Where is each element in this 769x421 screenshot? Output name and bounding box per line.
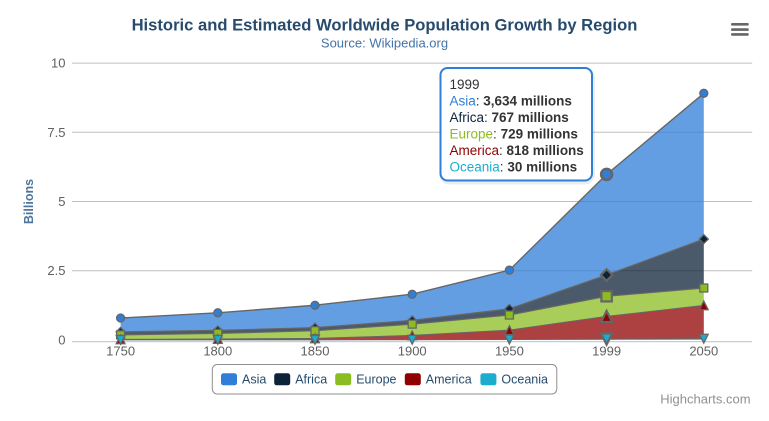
svg-text:5: 5 [58, 194, 65, 209]
svg-text:1900: 1900 [398, 343, 427, 358]
svg-text:Historic and Estimated Worldwi: Historic and Estimated Worldwide Populat… [132, 15, 638, 34]
svg-text:Billions: Billions [22, 179, 36, 224]
svg-text:America: 818 millions: America: 818 millions [450, 143, 584, 158]
svg-text:Africa: 767 millions: Africa: 767 millions [450, 110, 569, 125]
svg-text:Asia: Asia [242, 373, 266, 387]
svg-text:Europe: 729 millions: Europe: 729 millions [450, 127, 578, 142]
svg-text:Europe: Europe [356, 373, 396, 387]
svg-text:2.5: 2.5 [47, 263, 65, 278]
svg-text:Africa: Africa [295, 373, 327, 387]
svg-text:1750: 1750 [106, 343, 135, 358]
svg-text:Oceania: 30 millions: Oceania: 30 millions [450, 159, 578, 174]
svg-text:America: America [426, 373, 472, 387]
svg-text:2050: 2050 [689, 343, 718, 358]
svg-text:1950: 1950 [495, 343, 524, 358]
svg-text:Oceania: Oceania [501, 373, 548, 387]
svg-text:Source: Wikipedia.org: Source: Wikipedia.org [321, 36, 448, 51]
svg-text:1850: 1850 [301, 343, 330, 358]
svg-text:Highcharts.com: Highcharts.com [660, 392, 750, 407]
svg-text:7.5: 7.5 [47, 125, 65, 140]
svg-text:1999: 1999 [450, 77, 480, 92]
svg-text:Asia: 3,634 millions: Asia: 3,634 millions [450, 94, 572, 109]
svg-text:1999: 1999 [592, 343, 621, 358]
svg-text:0: 0 [58, 332, 65, 347]
svg-text:1800: 1800 [203, 343, 232, 358]
svg-text:10: 10 [51, 56, 65, 71]
